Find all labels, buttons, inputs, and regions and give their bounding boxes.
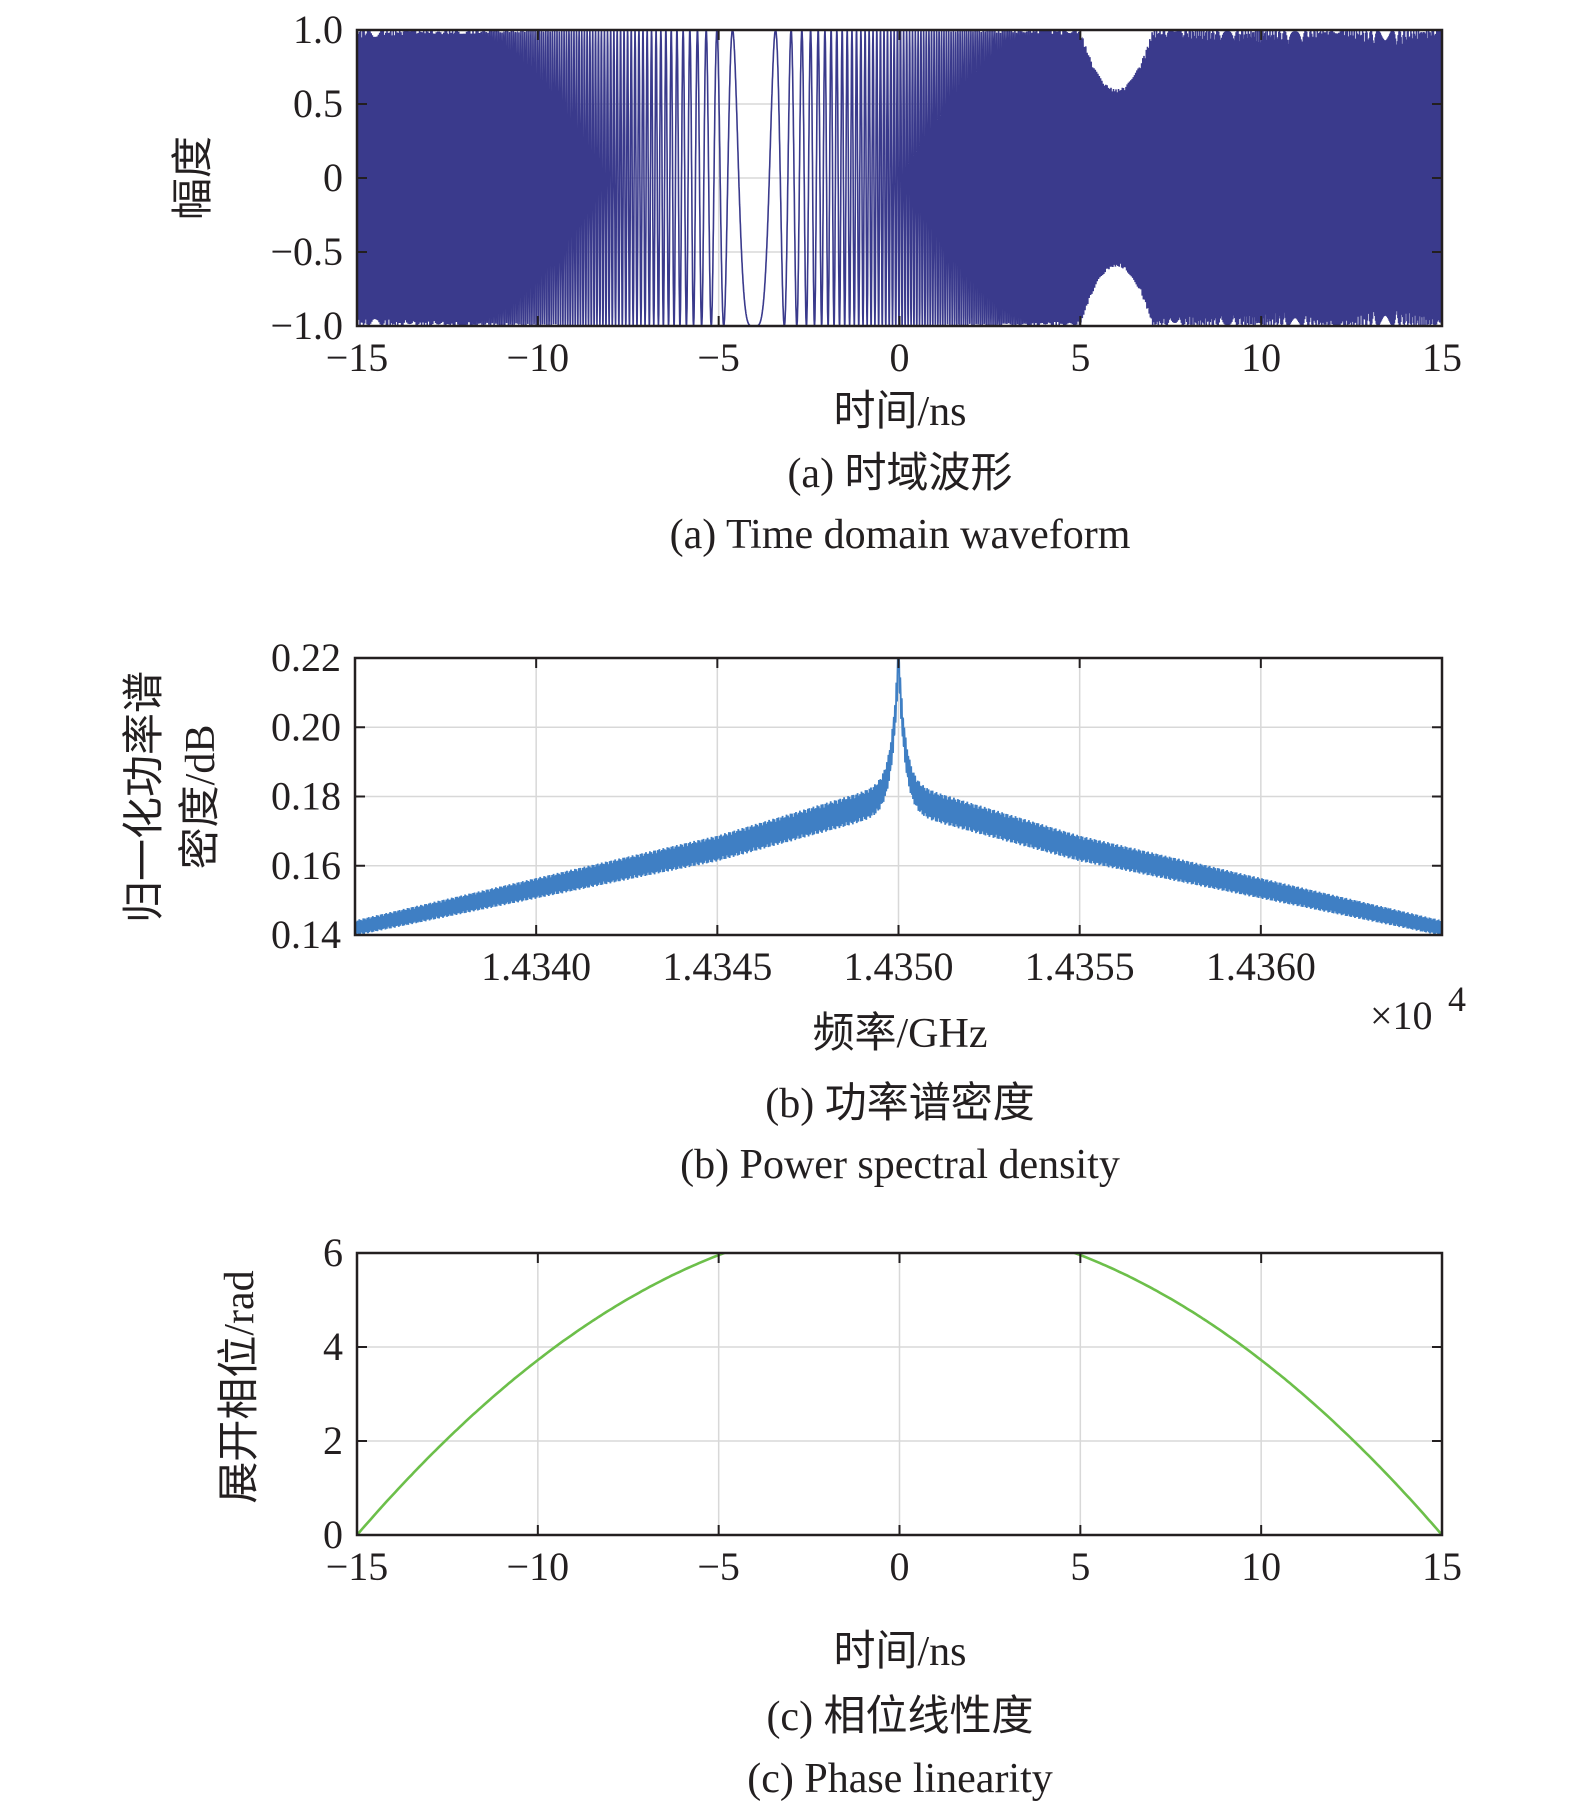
- panel-a-waveform-series: [357, 30, 1442, 326]
- panel-b-xlabel: 频率/GHz: [813, 1010, 988, 1057]
- panel-b-xtick-label: 1.4340: [481, 944, 591, 989]
- panel-c-xtick-label: 15: [1422, 1544, 1462, 1589]
- panel-c-ytick-label: 4: [323, 1324, 343, 1369]
- panel-b-x-multiplier-exponent: 4: [1448, 979, 1466, 1019]
- panel-a-time-domain: −15 −10 −5 0 5 10 15 −1.0 −0.5 0 0.5 1.0 幅度 时间/ns (…: [171, 7, 1462, 558]
- panel-b-xtick-label: 1.4360: [1206, 944, 1316, 989]
- panel-a-xlabel: 时间/ns: [833, 389, 966, 435]
- panel-c-caption-cn: (c) 相位线性度: [766, 1693, 1033, 1740]
- panel-c-xtick-label: 5: [1070, 1544, 1090, 1589]
- panel-b-ytick-label: 0.16: [271, 843, 341, 888]
- panel-b-psd-series: [355, 658, 1442, 935]
- panel-a-ytick-label: 0: [323, 155, 343, 200]
- panel-a-caption-cn: (a) 时域波形: [787, 451, 1012, 497]
- panel-b-xtick-label: 1.4355: [1025, 944, 1135, 989]
- panel-a-xtick-label: 0: [890, 335, 910, 380]
- panel-a-caption-en: (a) Time domain waveform: [670, 512, 1131, 558]
- panel-c-xtick-label: −10: [507, 1544, 570, 1589]
- panel-a-xtick-label: −15: [326, 335, 389, 380]
- panel-b-ylabel-line1: 归一化功率谱: [121, 671, 168, 923]
- panel-c-ytick-label: 2: [323, 1418, 343, 1463]
- panel-c-ytick-label: 6: [323, 1230, 343, 1275]
- panel-b-xtick-label: 1.4350: [844, 944, 954, 989]
- panel-c-caption-en: (c) Phase linearity: [747, 1756, 1053, 1802]
- panel-b-ytick-label: 0.20: [271, 704, 341, 749]
- panel-c-ytick-label: 0: [323, 1512, 343, 1557]
- panel-b-x-multiplier: ×10: [1370, 993, 1433, 1038]
- panel-b-xtick-label: 1.4345: [662, 944, 772, 989]
- panel-c-xtick-label: −15: [326, 1544, 389, 1589]
- panel-b-ytick-label: 0.14: [271, 912, 341, 957]
- panel-a-xtick-label: −5: [697, 335, 740, 380]
- panel-a-ytick-label: −0.5: [270, 229, 343, 274]
- panel-c-ticks: −15 −10 −5 0 5 10 15 0 2 4 6: [323, 1230, 1462, 1589]
- panel-c-xtick-label: −5: [697, 1544, 740, 1589]
- panel-a-ytick-label: −1.0: [270, 303, 343, 348]
- panel-a-xtick-label: 15: [1422, 335, 1462, 380]
- panel-b-ylabel-line2: 密度/dB: [177, 725, 224, 870]
- panel-c-grid: [356, 1252, 1443, 1536]
- panel-c-ylabel: 展开相位/rad: [216, 1270, 263, 1503]
- panel-b-power-spectral-density: 1.4340 1.4345 1.4350 1.4355 1.4360 0.14 0.16 0.…: [121, 635, 1466, 1188]
- panel-b-ytick-label: 0.18: [271, 774, 341, 819]
- panel-b-ticks: 1.4340 1.4345 1.4350 1.4355 1.4360 0.14 0.16 0.…: [271, 635, 1442, 989]
- panel-c-xlabel: 时间/ns: [833, 1629, 966, 1675]
- panel-a-plot-area: [357, 30, 1442, 326]
- panel-a-xtick-label: −10: [507, 335, 570, 380]
- panel-b-plot-area: [355, 658, 1442, 935]
- panel-b-ytick-label: 0.22: [271, 635, 341, 680]
- panel-a-ytick-label: 0.5: [293, 81, 343, 126]
- panel-c-phase-linearity: −15 −10 −5 0 5 10 15 0 2 4 6 展开相位/rad 时间/ns (c) 相位…: [216, 1230, 1462, 1802]
- panel-b-caption-en: (b) Power spectral density: [680, 1142, 1120, 1188]
- panel-a-ytick-label: 1.0: [293, 7, 343, 52]
- panel-a-xtick-label: 5: [1070, 335, 1090, 380]
- panel-c-xtick-label: 10: [1241, 1544, 1281, 1589]
- panel-c-phase-series: [357, 1253, 1442, 1535]
- panel-a-ylabel: 幅度: [171, 136, 217, 220]
- panel-c-xtick-label: 0: [890, 1544, 910, 1589]
- panel-a-ticks: −15 −10 −5 0 5 10 15 −1.0 −0.5 0 0.5 1.0: [270, 7, 1462, 380]
- panel-a-xtick-label: 10: [1241, 335, 1281, 380]
- panel-b-caption-cn: (b) 功率谱密度: [765, 1080, 1034, 1127]
